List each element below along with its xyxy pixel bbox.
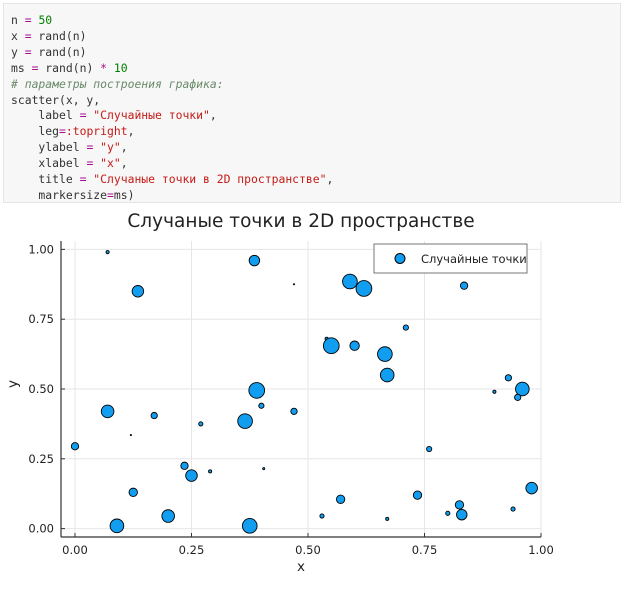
code-block[interactable]: n = 50 x = rand(n) y = rand(n) ms = rand… [4, 4, 620, 204]
scatter-point [161, 509, 175, 523]
scatter-point [237, 413, 253, 429]
scatter-point [290, 407, 298, 415]
y-tick-label: 1.00 [28, 242, 54, 256]
chart-title: Случаные точки в 2D пространстве [127, 211, 474, 232]
code-line: scatter(x, y, [11, 92, 101, 107]
scatter-point [100, 404, 115, 419]
scatter-point [456, 508, 468, 521]
code-line: title = "Случаные точки в 2D пространств… [11, 172, 334, 187]
x-tick-label: 1.00 [528, 543, 554, 557]
y-tick-label: 0.00 [28, 522, 54, 536]
code-line: n = 50 [11, 13, 53, 27]
scatter-plot: Случаные точки в 2D пространстве 0.00 0.2… [0, 203, 624, 599]
legend: Случайные точки [373, 243, 528, 274]
scatter-point [504, 374, 512, 382]
scatter-point [180, 461, 189, 470]
code-line: leg=:topright, [11, 124, 135, 139]
scatter-point [185, 469, 198, 482]
scatter-point [248, 254, 261, 267]
x-tick-label: 0.00 [62, 543, 88, 557]
scatter-point [515, 381, 530, 397]
scatter-point [510, 506, 516, 512]
code-line: y = rand(n) [11, 44, 87, 59]
scatter-point [402, 324, 409, 331]
scatter-point [459, 281, 469, 290]
scatter-point [412, 490, 423, 500]
x-tick-label: 0.75 [412, 543, 438, 557]
scatter-point [262, 467, 266, 471]
scatter-point [208, 469, 213, 474]
chart-svg: Случаные точки в 2D пространстве 0.00 0.2… [5, 211, 554, 575]
scatter-point [248, 382, 266, 399]
code-line: ms = rand(n) * 10 [11, 60, 128, 75]
scatter-point [385, 516, 390, 521]
scatter-point [319, 513, 325, 519]
y-axis-label: y [5, 380, 21, 388]
code-line: ylabel = "y", [11, 140, 128, 155]
tick-labels: 0.00 0.25 0.50 0.75 1.00 0.00 0.25 0.50 0.75 1.00 [28, 242, 553, 557]
scatter-point [342, 273, 358, 290]
x-tick-label: 0.25 [179, 543, 205, 557]
scatter-point [349, 340, 360, 351]
scatter-point [355, 280, 373, 297]
y-tick-label: 0.25 [28, 452, 54, 466]
scatter-point [109, 518, 125, 534]
x-axis-label: x [297, 559, 305, 575]
scatter-point [335, 494, 346, 504]
code-line: x = rand(n) [11, 28, 87, 43]
scatter-point [454, 500, 465, 510]
scatter-point [129, 434, 132, 437]
code-cell[interactable]: n = 50 x = rand(n) y = rand(n) ms = rand… [3, 3, 621, 203]
scatter-point [426, 445, 433, 453]
scatter-point [514, 393, 522, 401]
legend-marker [394, 253, 406, 264]
scatter-point [492, 389, 497, 394]
scatter-point [105, 250, 110, 255]
legend-label: Случайные точки [421, 252, 527, 266]
x-tick-label: 0.50 [295, 543, 321, 557]
code-line: xlabel = "x", [11, 156, 128, 171]
scatter-point [70, 442, 80, 451]
scatter-point [241, 518, 258, 534]
code-line: label = "Случайные точки", [11, 108, 217, 123]
scatter-point [131, 285, 145, 298]
scatter-point [379, 367, 395, 383]
scatter-point [258, 402, 265, 409]
scatter-point [128, 487, 138, 497]
axes [60, 241, 542, 538]
scatter-point [322, 337, 340, 355]
y-tick-label: 0.50 [28, 382, 54, 396]
scatter-point [377, 346, 393, 362]
scatter-point [525, 481, 538, 495]
data-points [70, 250, 538, 534]
scatter-point [292, 283, 296, 286]
scatter-point [198, 421, 204, 427]
scatter-point [445, 510, 451, 516]
code-line: markersize=ms) [11, 187, 135, 202]
code-line: # параметры построения графика: [11, 76, 224, 91]
scatter-point [150, 411, 158, 420]
y-tick-label: 0.75 [28, 312, 54, 326]
